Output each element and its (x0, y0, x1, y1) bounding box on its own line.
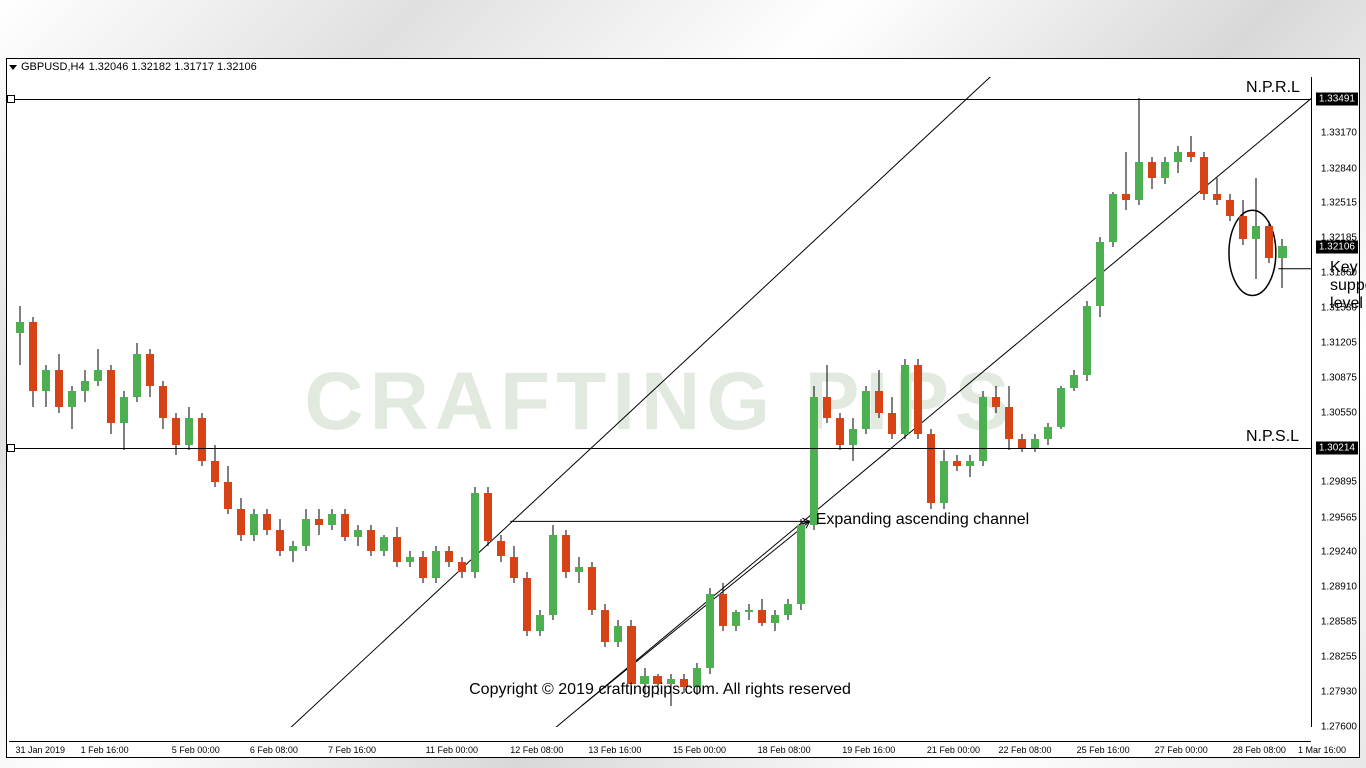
time-tick: 25 Feb 16:00 (1077, 745, 1130, 755)
price-level-box: 1.33491 (1316, 93, 1358, 106)
time-tick: 28 Feb 08:00 (1233, 745, 1286, 755)
symbol-label: GBPUSD,H4 (21, 61, 85, 73)
price-tick: 1.28255 (1321, 652, 1357, 663)
time-tick: 1 Feb 16:00 (81, 745, 129, 755)
price-tick: 1.28585 (1321, 617, 1357, 628)
chevron-down-icon[interactable] (9, 65, 17, 70)
time-tick: 6 Feb 08:00 (250, 745, 298, 755)
time-tick: 13 Feb 16:00 (588, 745, 641, 755)
price-tick: 1.32515 (1321, 198, 1357, 209)
price-axis: 1.331701.328401.325151.321851.318601.315… (1311, 77, 1359, 727)
price-tick: 1.28910 (1321, 582, 1357, 593)
price-tick: 1.29565 (1321, 512, 1357, 523)
horizontal-level-line[interactable] (9, 99, 1311, 100)
time-tick: 1 Mar 16:00 (1298, 745, 1346, 755)
price-level-box: 1.32106 (1316, 240, 1358, 253)
price-tick: 1.31530 (1321, 303, 1357, 314)
annotation-label: Expanding ascending channel (816, 511, 1030, 529)
time-tick: 7 Feb 16:00 (328, 745, 376, 755)
chart-overlay (9, 77, 1311, 727)
price-level-box: 1.30214 (1316, 442, 1358, 455)
time-tick: 15 Feb 00:00 (673, 745, 726, 755)
price-tick: 1.27930 (1321, 686, 1357, 697)
time-tick: 11 Feb 00:00 (426, 745, 478, 755)
price-tick: 1.29240 (1321, 547, 1357, 558)
chart-window: GBPUSD,H4 1.32046 1.32182 1.31717 1.3210… (6, 58, 1360, 758)
plot-area[interactable]: CRAFTING PIPS N.P.R.LN.P.S.LKey support … (9, 77, 1311, 727)
watermark: CRAFTING PIPS (304, 355, 1015, 449)
time-tick: 5 Feb 00:00 (172, 745, 220, 755)
time-tick: 21 Feb 00:00 (927, 745, 980, 755)
chart-header[interactable]: GBPUSD,H4 1.32046 1.32182 1.31717 1.3210… (9, 61, 257, 73)
time-tick: 31 Jan 2019 (16, 745, 66, 755)
time-tick: 19 Feb 16:00 (842, 745, 895, 755)
price-tick: 1.30550 (1321, 407, 1357, 418)
time-tick: 22 Feb 08:00 (999, 745, 1052, 755)
time-tick: 18 Feb 08:00 (758, 745, 811, 755)
time-axis: 31 Jan 2019 1 Feb 16:00 5 Feb 00:00 6 Feb 0… (9, 741, 1311, 755)
price-tick: 1.32840 (1321, 163, 1357, 174)
price-tick: 1.27600 (1321, 722, 1357, 733)
line-handle-icon[interactable] (7, 444, 15, 452)
copyright-label: Copyright © 2019 craftingpips.com. All r… (469, 681, 851, 699)
annotation-label: N.P.S.L (1246, 428, 1299, 446)
time-tick: 12 Feb 08:00 (510, 745, 563, 755)
horizontal-level-line[interactable] (9, 448, 1311, 449)
price-tick: 1.33170 (1321, 128, 1357, 139)
price-tick: 1.31860 (1321, 268, 1357, 279)
price-tick: 1.31205 (1321, 337, 1357, 348)
annotation-label: N.P.R.L (1246, 79, 1300, 97)
time-tick: 27 Feb 00:00 (1155, 745, 1208, 755)
price-tick: 1.30875 (1321, 373, 1357, 384)
price-tick: 1.29895 (1321, 477, 1357, 488)
line-handle-icon[interactable] (7, 95, 15, 103)
ohlc-label: 1.32046 1.32182 1.31717 1.32106 (89, 61, 257, 73)
